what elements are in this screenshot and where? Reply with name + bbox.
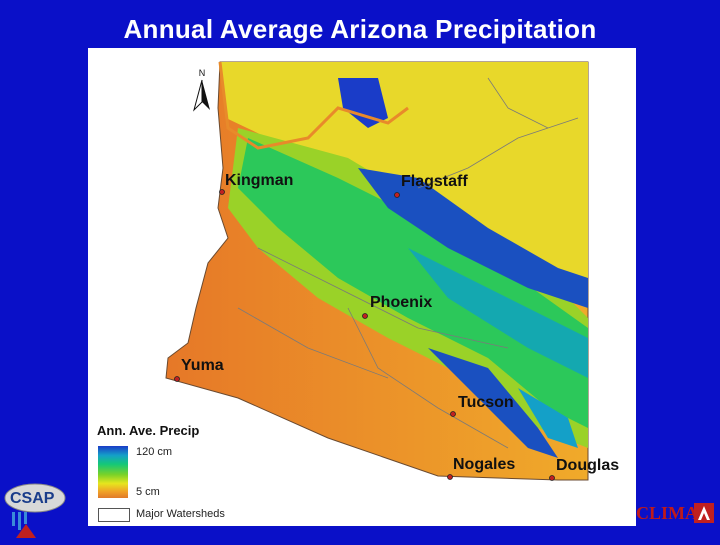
csap-logo: CSAP xyxy=(2,482,68,540)
label-kingman: Kingman xyxy=(225,172,294,189)
phoenix-marker xyxy=(362,313,368,319)
csap-logo-text: CSAP xyxy=(10,490,55,507)
legend-watershed-label: Major Watersheds xyxy=(136,508,225,520)
north-label: N xyxy=(198,68,206,78)
legend-low-label: 5 cm xyxy=(136,486,160,498)
asu-logo xyxy=(694,503,714,523)
legend-high-label: 120 cm xyxy=(136,446,173,458)
legend-watershed-swatch xyxy=(98,508,130,522)
label-douglas: Douglas xyxy=(556,457,620,474)
csap-logo-icon xyxy=(4,483,66,538)
flagstaff-marker xyxy=(394,192,400,198)
yuma-marker xyxy=(174,376,180,382)
slide-title: Annual Average Arizona Precipitation xyxy=(123,14,597,44)
label-yuma: Yuma xyxy=(181,357,224,374)
label-nogales: Nogales xyxy=(453,456,516,473)
precipitation-map xyxy=(165,61,589,481)
nogales-marker xyxy=(447,474,453,480)
arrow-icon xyxy=(193,79,210,112)
legend-color-ramp xyxy=(98,446,128,498)
climas-logo: CLIMAS xyxy=(636,503,709,523)
map-panel: N Kingman Flagstaff Phoenix Yuma Tucson … xyxy=(88,48,636,526)
label-phoenix: Phoenix xyxy=(370,294,433,311)
north-arrow: N xyxy=(192,68,212,114)
tucson-marker xyxy=(450,411,456,417)
kingman-marker xyxy=(219,189,225,195)
asu-logo-icon xyxy=(694,503,714,523)
label-tucson: Tucson xyxy=(458,394,514,411)
label-flagstaff: Flagstaff xyxy=(401,173,468,190)
legend-title: Ann. Ave. Precip xyxy=(97,423,200,438)
douglas-marker xyxy=(549,475,555,481)
